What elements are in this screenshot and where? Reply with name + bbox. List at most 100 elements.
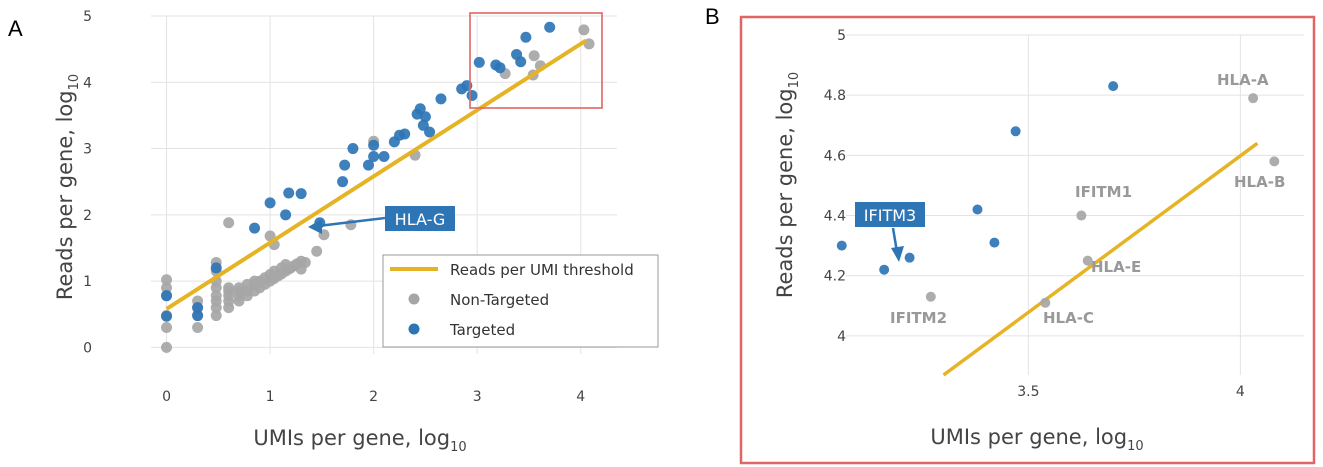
- gene-label-hla-e: HLA-E: [1091, 258, 1141, 276]
- targeted-point: [192, 302, 204, 314]
- panel-b-y-axis-title: Reads per gene, log10: [773, 72, 802, 298]
- targeted-point: [466, 90, 478, 102]
- targeted-point: [378, 151, 390, 163]
- panel-a-y-axis-title: Reads per gene, log10: [53, 74, 82, 300]
- panel-b-letter: B: [705, 4, 720, 29]
- y-tick-label: 3: [83, 142, 92, 158]
- legend-targeted-label: Targeted: [449, 321, 515, 339]
- non-targeted-point: [925, 291, 936, 302]
- targeted-point: [424, 126, 436, 138]
- panel-a-threshold-line: [165, 38, 588, 311]
- x-tick-label: 3: [473, 389, 482, 405]
- y-tick-label: 5: [837, 28, 846, 44]
- non-targeted-point: [578, 24, 590, 36]
- targeted-point: [515, 56, 527, 68]
- targeted-point: [520, 31, 532, 43]
- non-targeted-point: [299, 257, 311, 269]
- hla-g-arrow-shaft: [317, 216, 386, 228]
- targeted-point: [249, 222, 261, 234]
- y-tick-label: 4.6: [824, 148, 846, 164]
- panel-a-chart: 0 1 2 3 4 0 1 2 3 4 5 HLA-G Reads per UMI thresho…: [53, 9, 659, 455]
- targeted-point: [368, 151, 380, 163]
- targeted-point: [972, 204, 983, 215]
- non-targeted-point: [311, 245, 323, 257]
- targeted-point: [414, 103, 426, 115]
- y-tick-label: 4: [837, 329, 846, 345]
- non-targeted-point: [1248, 93, 1259, 104]
- hla-g-label-box: [385, 206, 455, 231]
- legend-threshold-label: Reads per UMI threshold: [450, 261, 634, 279]
- x-tick-label: 0: [162, 389, 171, 405]
- x-tick-label: 3.5: [1017, 384, 1039, 400]
- panel-b-threshold-line: [942, 141, 1259, 377]
- targeted-point: [879, 264, 890, 275]
- non-targeted-point: [161, 274, 173, 286]
- non-targeted-point: [528, 50, 540, 62]
- targeted-point: [210, 262, 222, 274]
- non-targeted-point: [1269, 156, 1280, 167]
- non-targeted-point: [1076, 210, 1087, 221]
- ifitm3-arrow-head: [891, 246, 904, 262]
- zoom-region-box: [469, 12, 603, 109]
- gene-label-hla-b: HLA-B: [1234, 173, 1285, 191]
- non-targeted-point: [210, 310, 222, 322]
- y-tick-label: 4.4: [824, 209, 846, 225]
- y-tick-label: 4: [83, 75, 92, 91]
- x-tick-label: 4: [576, 389, 585, 405]
- legend-non-targeted-swatch: [408, 293, 420, 305]
- targeted-point: [337, 176, 349, 188]
- targeted-point: [368, 139, 380, 151]
- panel-b-x-axis-title: UMIs per gene, log10: [930, 425, 1143, 454]
- non-targeted-point: [161, 341, 173, 353]
- targeted-point: [544, 21, 556, 33]
- targeted-point: [362, 159, 374, 171]
- x-tick-label: 1: [266, 389, 275, 405]
- hla-g-arrow-head: [308, 219, 322, 234]
- targeted-point: [295, 188, 307, 200]
- targeted-point: [836, 240, 847, 251]
- targeted-point: [283, 187, 295, 199]
- panel-b-y-ticks: 4 4.2 4.4 4.6 4.8 5: [824, 28, 846, 345]
- panel-a-y-ticks: 0 1 2 3 4 5: [83, 9, 92, 356]
- targeted-point: [399, 128, 411, 140]
- targeted-point: [435, 93, 447, 105]
- targeted-point: [347, 143, 359, 155]
- non-targeted-point: [233, 282, 245, 294]
- gene-label-hla-c: HLA-C: [1043, 309, 1094, 327]
- ifitm3-label: IFITM3: [864, 206, 916, 225]
- panel-a-x-ticks: 0 1 2 3 4: [162, 389, 585, 405]
- hla-g-callout: HLA-G: [308, 206, 455, 234]
- targeted-point: [161, 310, 173, 322]
- y-tick-label: 2: [83, 208, 92, 224]
- gene-label-hla-a: HLA-A: [1217, 71, 1269, 89]
- hla-g-label: HLA-G: [395, 210, 446, 229]
- panel-b-x-ticks: 3.5 4: [1017, 384, 1245, 400]
- y-tick-label: 5: [83, 9, 92, 25]
- targeted-point: [339, 159, 351, 171]
- panel-a-legend: Reads per UMI threshold Non-Targeted Tar…: [382, 254, 659, 348]
- non-targeted-point: [223, 282, 235, 294]
- ifitm3-callout: IFITM3: [855, 202, 925, 262]
- non-targeted-point: [161, 321, 173, 333]
- panel-a-letter: A: [8, 16, 23, 41]
- panel-b-border: [739, 15, 1316, 465]
- targeted-point: [473, 56, 485, 68]
- non-targeted-point: [161, 282, 173, 294]
- targeted-point: [161, 290, 173, 302]
- y-tick-label: 4.8: [824, 88, 846, 104]
- targeted-point: [280, 209, 292, 221]
- legend-targeted-swatch: [408, 323, 420, 335]
- x-tick-label: 2: [369, 389, 378, 405]
- targeted-point: [904, 252, 915, 263]
- targeted-point: [264, 197, 276, 209]
- targeted-point: [989, 237, 1000, 248]
- non-targeted-point: [192, 321, 204, 333]
- ifitm3-label-box: [855, 202, 925, 227]
- x-tick-label: 4: [1236, 384, 1245, 400]
- legend-non-targeted-label: Non-Targeted: [450, 291, 549, 309]
- targeted-point: [1010, 126, 1021, 137]
- panel-b-chart: 3.5 4 44.24.44.64.85 HLA-A HLA-B IFITM1 H…: [773, 28, 1304, 454]
- y-tick-label: 4.2: [824, 269, 846, 285]
- non-targeted-point: [210, 290, 222, 302]
